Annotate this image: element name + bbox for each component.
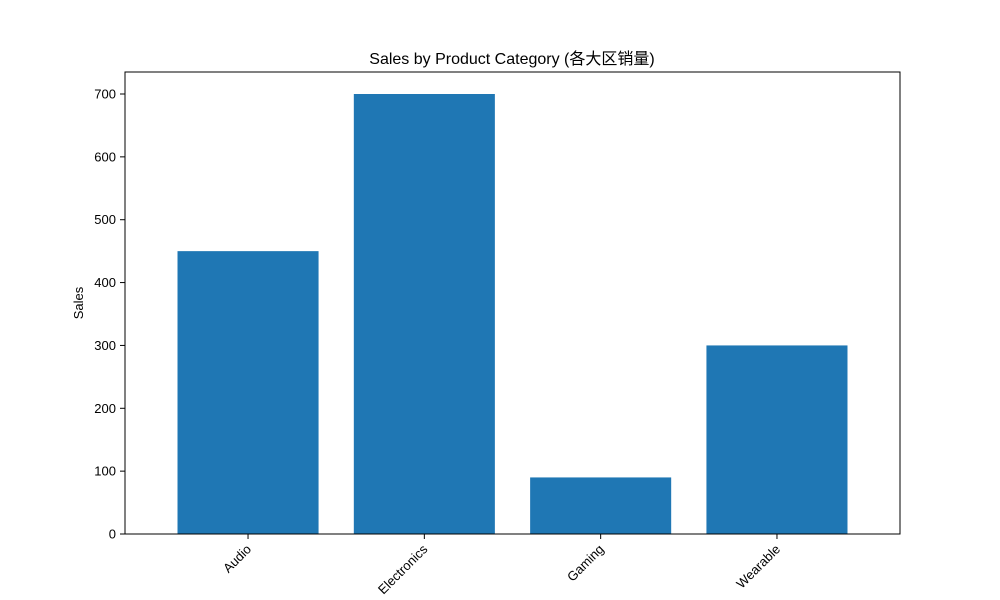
bar-electronics	[353, 94, 495, 534]
x-tick-label: Electronics	[375, 541, 431, 597]
y-tick-label: 300	[94, 338, 116, 353]
bar-gaming	[530, 477, 672, 534]
plot-frame	[124, 71, 901, 535]
x-axis-ticks: Audio Electronics Gaming Wearable	[220, 534, 783, 597]
y-axis-label: Sales	[71, 286, 86, 319]
x-tick-label: Gaming	[564, 542, 607, 585]
bars-layer	[177, 94, 848, 534]
y-tick-label: 500	[94, 212, 116, 227]
y-tick-label: 100	[94, 464, 116, 479]
bar-wearable	[706, 345, 848, 534]
x-tick-label: Wearable	[733, 542, 783, 592]
x-tick-label: Audio	[220, 542, 254, 576]
y-tick-label: 400	[94, 275, 116, 290]
y-axis-ticks: 0 100 200 300 400 500 600 700	[94, 87, 125, 542]
y-tick-label: 600	[94, 149, 116, 164]
chart-title: Sales by Product Category (各大区销量)	[369, 50, 654, 68]
y-tick-label: 200	[94, 401, 116, 416]
y-tick-label: 0	[109, 527, 116, 542]
y-tick-label: 700	[94, 87, 116, 102]
bar-audio	[177, 251, 319, 534]
